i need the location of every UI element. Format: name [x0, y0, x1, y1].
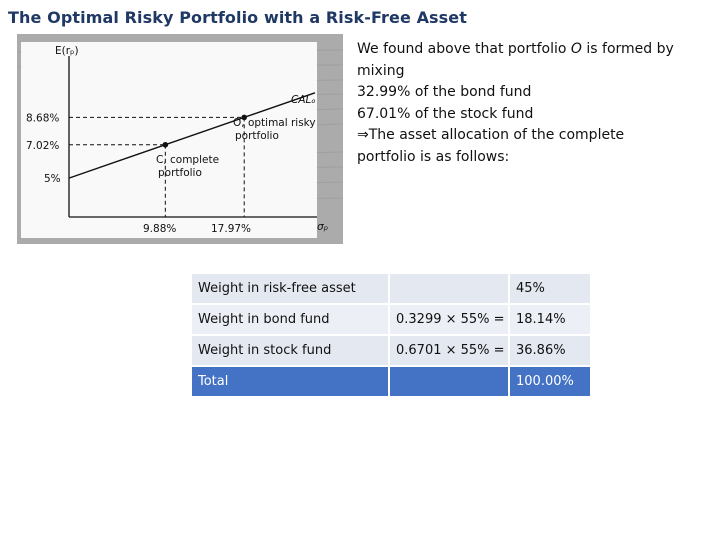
point-c-label: portfolio — [158, 167, 202, 179]
explanation-line: 67.01% of the stock fund — [357, 105, 534, 122]
explanation-text: We found above that portfolio O is forme… — [357, 39, 707, 168]
asset-allocation-table: Weight in risk-free asset 45% Weight in … — [192, 274, 592, 398]
y-axis-label: E(rₚ) — [55, 45, 79, 57]
row-calculation — [389, 274, 510, 305]
cal-line — [68, 92, 316, 179]
x-tick-label: 9.88% — [143, 223, 176, 235]
explanation-line: 32.99% of the bond fund — [357, 84, 532, 100]
y-tick-label: 7.02% — [26, 140, 59, 152]
y-tick-label: 5% — [44, 173, 61, 185]
explanation-line: ⇒The asset allocation of the complete — [357, 127, 625, 143]
row-value: 100.00% — [509, 366, 592, 398]
row-label: Weight in risk-free asset — [192, 274, 390, 305]
explanation-line: We found above that portfolio O is forme… — [357, 41, 674, 57]
table-row: Weight in bond fund 0.3299 × 55% = 18.14… — [192, 304, 592, 336]
explanation-line: portfolio is as follows: — [357, 148, 510, 165]
row-calculation: 0.6701 × 55% = — [389, 335, 510, 367]
table-total-row: Total 100.00% — [192, 366, 592, 398]
row-label: Weight in stock fund — [192, 335, 390, 367]
row-value: 18.14% — [509, 304, 592, 336]
page-title: The Optimal Risky Portfolio with a Risk-… — [8, 8, 467, 27]
point-c — [162, 141, 169, 148]
row-calculation — [389, 366, 510, 398]
row-label: Total — [192, 366, 390, 398]
cal-label: CALₒ — [291, 94, 316, 106]
cal-figure: E(rₚ) σₚ CALₒ 8.68% 7.02% 5% 9.88% 17.97… — [17, 34, 343, 244]
row-label: Weight in bond fund — [192, 304, 390, 336]
cal-chart: E(rₚ) σₚ CALₒ 8.68% 7.02% 5% 9.88% 17.97… — [17, 34, 343, 244]
row-value: 45% — [509, 274, 592, 305]
point-o-label: O, optimal risky — [233, 117, 316, 129]
row-value: 36.86% — [509, 335, 592, 367]
explanation-line: mixing — [357, 62, 405, 79]
x-axis-label: σₚ — [317, 221, 329, 233]
x-tick-label: 17.97% — [211, 223, 251, 235]
point-o — [241, 114, 248, 121]
point-c-label: C, complete — [156, 154, 219, 166]
y-tick-label: 8.68% — [26, 112, 59, 124]
row-calculation: 0.3299 × 55% = — [389, 304, 510, 336]
point-o-label: portfolio — [235, 130, 279, 142]
table-row: Weight in stock fund 0.6701 × 55% = 36.8… — [192, 335, 592, 367]
table-row: Weight in risk-free asset 45% — [192, 274, 592, 305]
